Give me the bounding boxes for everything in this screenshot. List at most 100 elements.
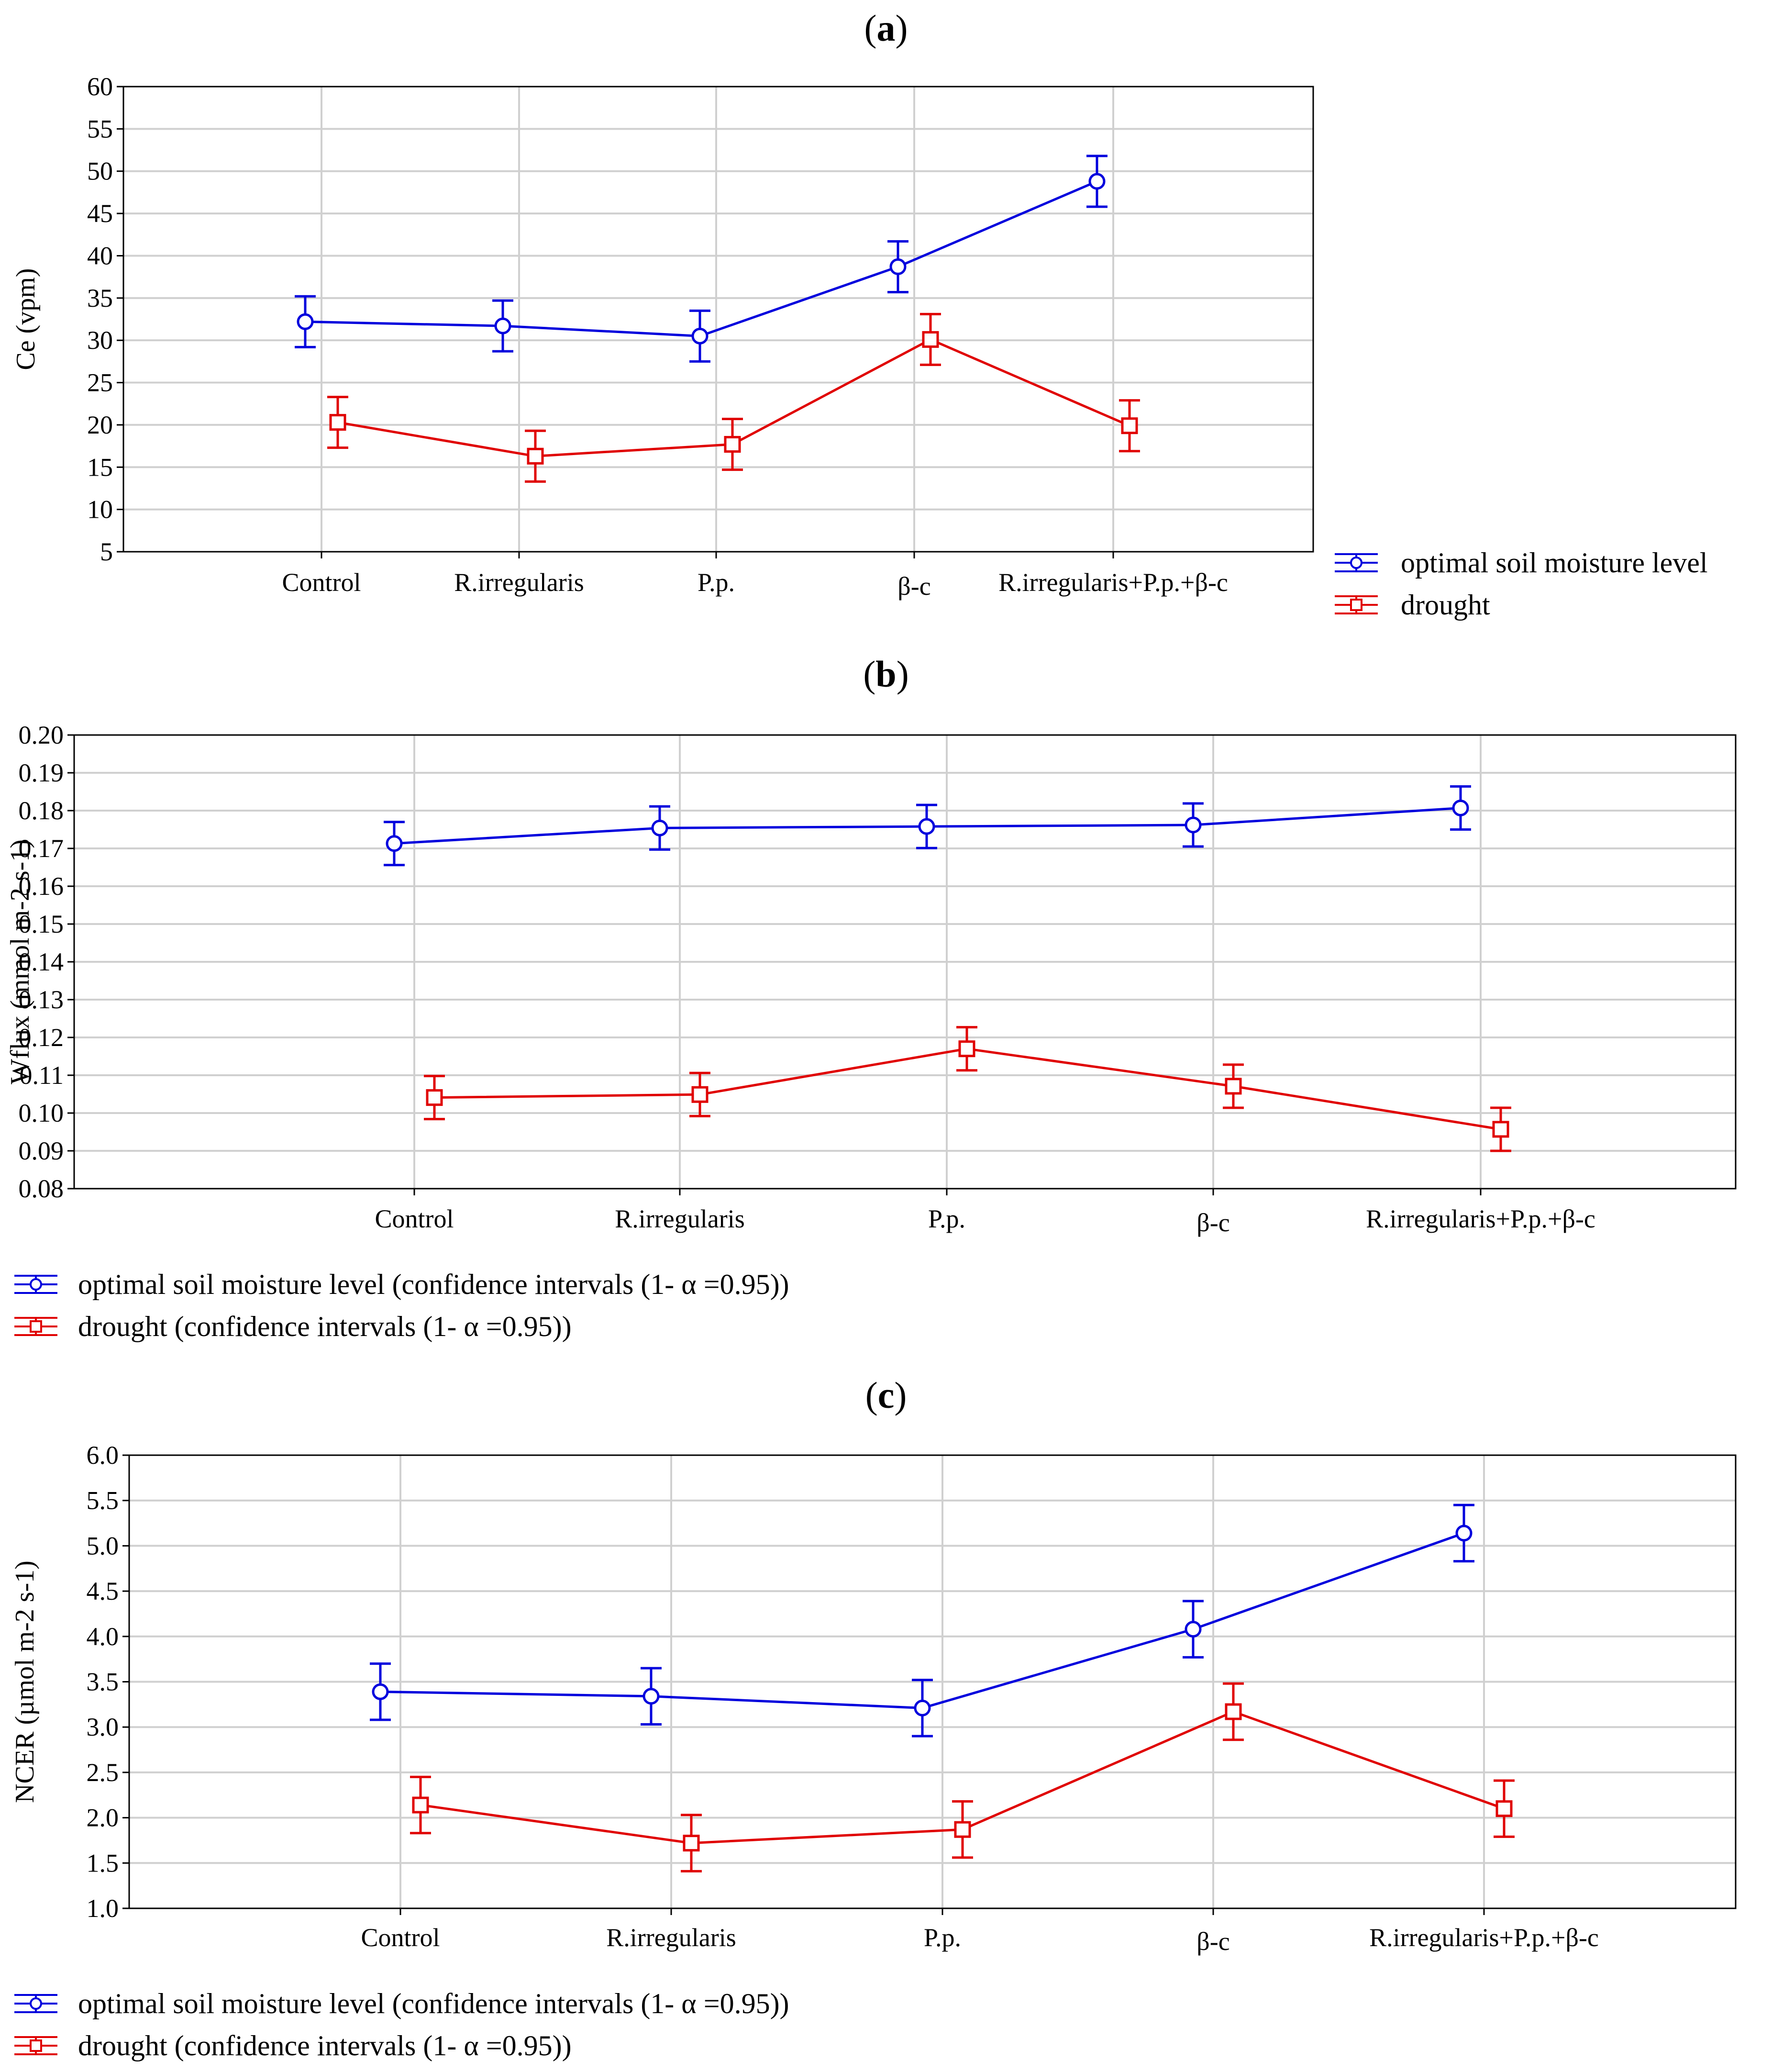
y-tick-label: 0.16 [19,872,64,901]
y-tick-label: 10 [87,495,113,524]
y-tick-label: 0.15 [19,910,64,938]
plot-frame [122,86,1314,553]
data-point-circle [494,317,511,334]
legend-marker-circle [1350,557,1362,569]
gridlines [123,87,1313,552]
legend-label: drought (confidence intervals (1- α =0.9… [78,2030,572,2061]
x-category-label: β-c [1196,1927,1229,1956]
y-tick-label: 25 [87,368,113,397]
legend: optimal soil moisture level (confidence … [14,1269,789,1342]
legend-item: drought (confidence intervals (1- α =0.9… [14,1311,572,1342]
data-point-circle [1455,1525,1473,1542]
y-tick-label: 0.19 [19,758,64,787]
data-point-square [329,414,346,431]
x-category-label: P.p. [698,568,735,597]
y-tick-label: 2.0 [87,1804,119,1832]
y-tick-label: 1.5 [87,1849,119,1877]
y-tick-label: 35 [87,284,113,312]
data-point-circle [691,327,709,345]
y-tick-label: 0.11 [20,1061,64,1090]
legend-marker-circle [30,1278,42,1291]
data-point-square [1225,1703,1242,1720]
y-tick-label: 3.5 [87,1668,119,1696]
y-tick-label: 2.5 [87,1758,119,1787]
x-category-label: Control [375,1204,454,1233]
data-point-square [958,1040,975,1058]
y-tick-label: 0.12 [19,1023,64,1052]
data-point-circle [386,835,403,852]
y-axis: 0.08 0.09 0.10 0.11 0.12 0.13 0.14 0.15 0.16 0.17… [19,721,74,1203]
data-point-circle [1452,799,1469,816]
x-category-label: R.irregularis [454,568,584,597]
x-category-label: R.irregularis [615,1204,744,1233]
x-category-label: Control [361,1923,440,1952]
legend-label: drought (confidence intervals (1- α =0.9… [78,1311,572,1342]
x-category-label: β-c [1196,1208,1229,1237]
y-tick-label: 15 [87,453,113,481]
data-point-square [724,436,741,453]
y-tick-label: 0.20 [19,721,64,749]
legend-marker-circle [30,1997,42,2010]
data-point-square [922,331,939,348]
y-tick-label: 0.13 [19,985,64,1014]
panel-title: (c) [865,1374,907,1416]
legend: optimal soil moisture level drought [1335,547,1708,621]
data-point-circle [651,819,668,836]
x-category-label: P.p. [928,1204,965,1233]
data-point-square [1121,417,1138,434]
y-tick-label: 0.10 [19,1099,64,1127]
x-category-label: R.irregularis+P.p.+β-c [998,568,1228,597]
panel-b: (b) 0.08 0.09 0.10 0.11 0.12 0.13 0.14 0.15 0.16 0… [5,653,1737,1342]
data-point-circle [918,818,935,835]
x-axis: Control R.irregularis P.p. β-c R.irregularis… [282,552,1228,601]
data-point-circle [889,258,907,275]
y-tick-label: 1.0 [87,1894,119,1923]
y-tick-label: 40 [87,241,113,270]
y-axis-label: Wflux (mmol m-2 s-1) [5,839,35,1084]
legend-label: optimal soil moisture level (confidence … [78,1988,789,2019]
y-tick-label: 0.14 [19,947,64,976]
x-category-label: R.irregularis+P.p.+β-c [1366,1204,1595,1233]
panel-title: (a) [864,7,908,49]
x-category-label: Control [282,568,361,597]
y-tick-label: 5.0 [87,1531,119,1560]
y-tick-label: 5.5 [87,1486,119,1515]
y-axis-label: NCER (µmol m-2 s-1) [10,1560,40,1803]
x-category-label: R.irregularis [606,1923,736,1952]
legend-item: optimal soil moisture level [1335,547,1708,579]
data-point-square [426,1089,443,1106]
data-point-square [1495,1800,1513,1817]
x-category-label: P.p. [924,1923,961,1952]
y-tick-label: 50 [87,157,113,186]
series-optimal [370,1504,1474,1738]
series-optimal [384,785,1471,867]
legend-marker-square [1350,599,1362,611]
y-tick-label: 30 [87,326,113,355]
y-axis-label: Ce (vpm) [11,268,41,370]
data-point-circle [297,313,314,330]
x-category-label: R.irregularis+P.p.+β-c [1369,1923,1599,1952]
legend-item: drought [1335,589,1490,621]
y-tick-label: 4.5 [87,1577,119,1605]
gridlines [129,1455,1736,1908]
legend-marker-square [30,2039,42,2052]
data-point-square [527,447,544,465]
legend-marker-square [30,1320,42,1333]
y-tick-label: 5 [100,537,113,566]
data-point-square [954,1821,971,1838]
panel-c: (c) 1.0 1.5 2.0 2.5 3.0 3.5 4.0 4.5 5.0 5.5 6.0 Cont… [10,1374,1737,2061]
y-tick-label: 0.09 [19,1136,64,1165]
legend-label: optimal soil moisture level [1401,547,1708,579]
x-axis: Control R.irregularis P.p. β-c R.irregularis… [375,1189,1595,1237]
legend-label: optimal soil moisture level (confidence … [78,1269,789,1300]
legend-item: optimal soil moisture level (confidence … [14,1269,789,1300]
data-point-circle [372,1683,389,1700]
series-optimal [295,155,1108,363]
data-point-square [1225,1078,1242,1095]
y-tick-label: 55 [87,114,113,143]
y-tick-label: 0.08 [19,1174,64,1203]
data-point-circle [914,1699,931,1716]
panel-title: (b) [863,653,908,695]
y-tick-label: 0.18 [19,796,64,825]
